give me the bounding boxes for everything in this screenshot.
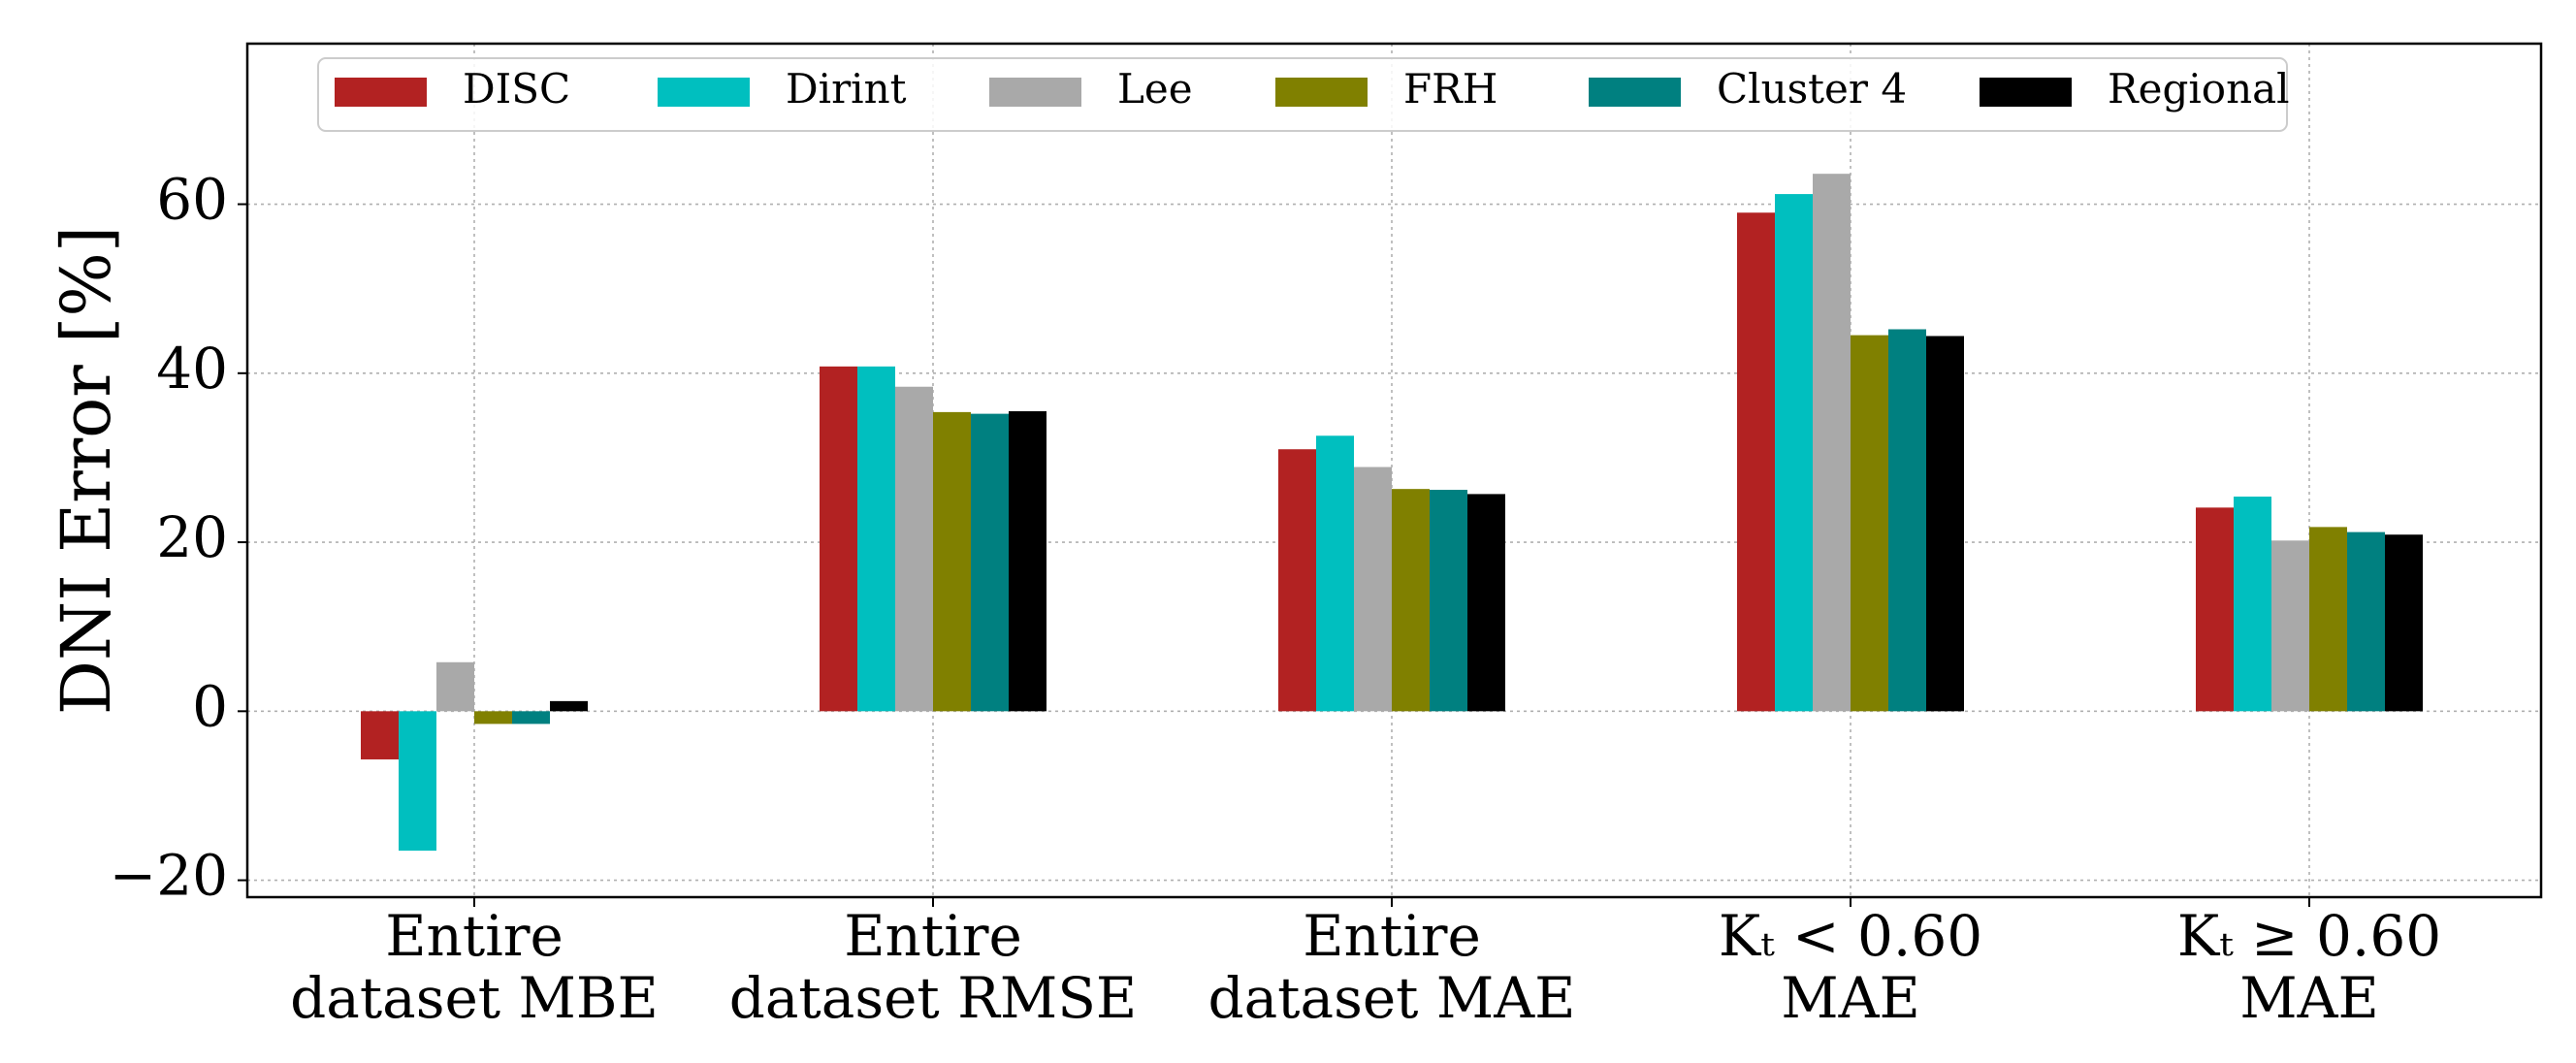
y-tick-label: 60 <box>156 167 228 233</box>
bar-dirint <box>1775 194 1813 712</box>
bar-dirint <box>857 366 895 712</box>
bar-regional <box>550 700 588 712</box>
plot-frame <box>245 42 2543 899</box>
bar-dirint <box>2234 497 2271 712</box>
bar-cluster-4 <box>1430 490 1467 712</box>
bar-disc <box>361 711 399 759</box>
x-category-label: Entire dataset MAE <box>1208 903 1575 1031</box>
bar-regional <box>1009 411 1046 712</box>
bar-disc <box>820 366 857 712</box>
bar-lee <box>2271 540 2309 712</box>
legend-label: Dirint <box>786 65 907 113</box>
bar-disc <box>1737 212 1775 712</box>
bar-dirint <box>1316 435 1354 712</box>
bar-cluster-4 <box>971 413 1009 712</box>
legend-label: FRH <box>1403 65 1497 113</box>
legend-swatch <box>989 78 1081 107</box>
y-tick-label: 0 <box>192 673 228 739</box>
bar-disc <box>2196 507 2234 712</box>
legend-swatch <box>335 78 427 107</box>
bar-frh <box>933 411 971 712</box>
legend-swatch <box>1275 78 1368 107</box>
bar-lee <box>1354 467 1392 712</box>
y-axis-label: DNI Error [%] <box>47 226 126 715</box>
bar-frh <box>2309 527 2347 712</box>
legend-label: Lee <box>1117 65 1193 113</box>
y-tick-label: −20 <box>110 843 228 909</box>
legend-swatch <box>1589 78 1681 107</box>
x-category-label: Kₜ ≥ 0.60 MAE <box>2177 903 2441 1031</box>
bar-lee <box>1813 174 1851 712</box>
x-category-label: Entire dataset MBE <box>290 903 659 1031</box>
bar-disc <box>1278 449 1316 712</box>
bar-lee <box>895 386 933 712</box>
bar-frh <box>1851 335 1888 712</box>
bar-frh <box>474 711 512 725</box>
legend-label: Regional <box>2108 65 2290 113</box>
bar-frh <box>1392 489 1430 712</box>
ticks-layer: −20 0 20 40 60 Entire dataset MBE Entire dataset… <box>110 167 2442 1031</box>
legend-swatch <box>1980 78 2072 107</box>
bar-regional <box>2385 534 2423 712</box>
bar-lee <box>436 661 474 712</box>
bar-cluster-4 <box>2347 532 2385 712</box>
legend-swatch <box>658 78 750 107</box>
grid-layer <box>247 44 2541 897</box>
y-tick-label: 40 <box>156 336 228 402</box>
bar-cluster-4 <box>1888 329 1926 712</box>
x-category-label: Entire dataset RMSE <box>729 903 1138 1031</box>
legend-label: DISC <box>463 65 570 113</box>
bar-regional <box>1926 336 1964 712</box>
bar-dirint <box>399 711 436 852</box>
legend-label: Cluster 4 <box>1717 65 1907 113</box>
bars-layer <box>361 174 2423 852</box>
legend: DISC Dirint Lee FRH Cluster 4 Regional <box>317 57 2290 132</box>
y-tick-label: 20 <box>156 504 228 570</box>
x-category-label: Kₜ < 0.60 MAE <box>1719 903 1982 1031</box>
bar-regional <box>1467 494 1505 712</box>
bar-cluster-4 <box>512 711 550 725</box>
